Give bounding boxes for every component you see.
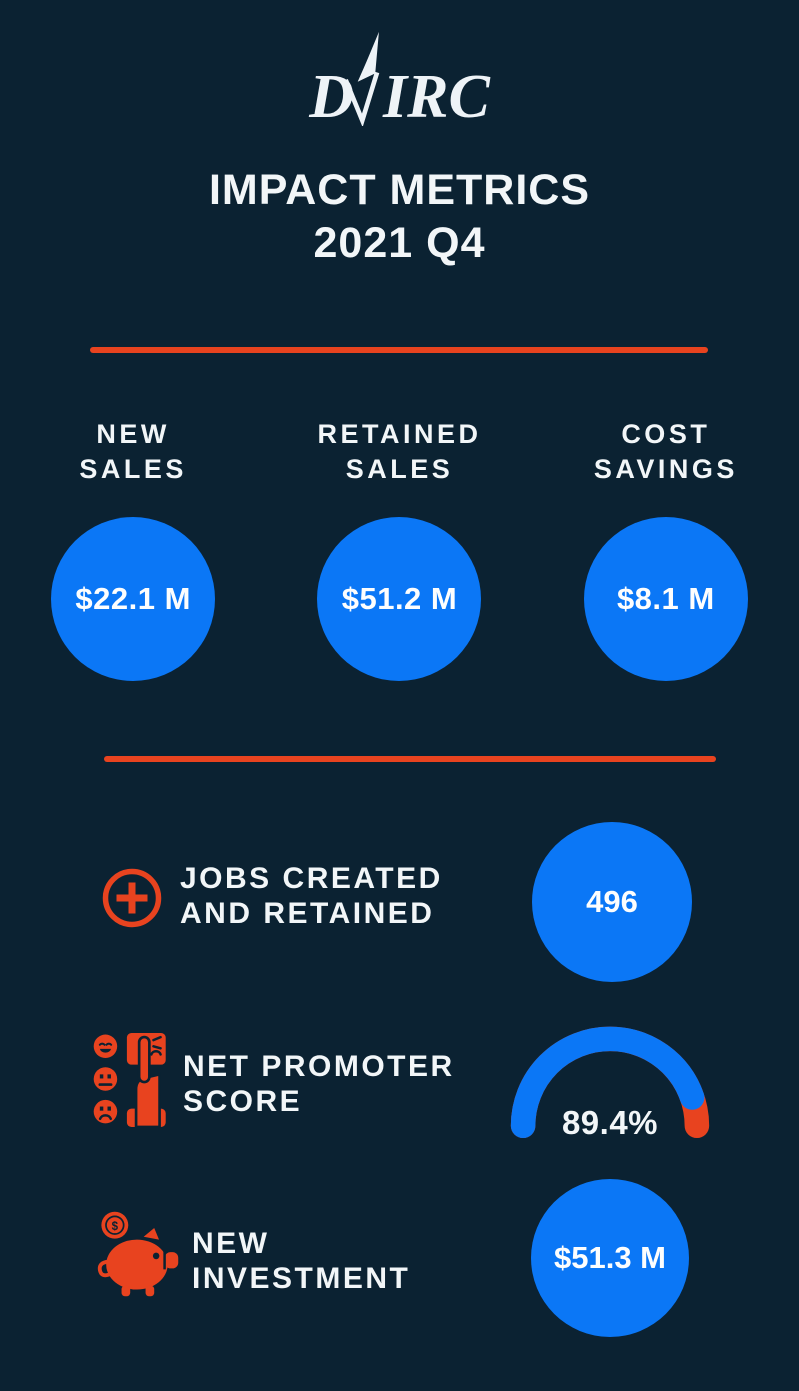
cost-savings-label: COST SAVINGS (533, 417, 799, 487)
nps-value: 89.4% (561, 1104, 659, 1141)
retained-sales-value: $51.2 M (341, 581, 458, 616)
logo-text-d: D (309, 62, 354, 131)
title-line2: 2021 Q4 (313, 219, 486, 267)
title-line1: IMPACT METRICS (208, 166, 591, 214)
cost-savings-value-circle: $8.1 M (583, 517, 748, 681)
jobs-value: 496 (586, 884, 638, 919)
investment-label-line2: INVESTMENT (192, 1262, 411, 1295)
cost-savings-value: $8.1 M (616, 581, 715, 616)
cost-savings-label-line1: COST (621, 419, 711, 449)
new-sales-value: $22.1 M (75, 581, 191, 616)
jobs-created-label: JOBS CREATED AND RETAINED (180, 861, 443, 931)
metric-cost-savings: COST SAVINGS $8.1 M (533, 417, 799, 681)
retained-sales-value-circle: $51.2 M (317, 517, 482, 681)
metric-new-sales: NEW SALES $22.1 M (0, 417, 266, 681)
logo-spike-icon (343, 31, 380, 126)
jobs-label-line2: AND RETAINED (180, 897, 435, 930)
plus-circle-icon (102, 868, 162, 928)
nps-label-line2: SCORE (183, 1085, 303, 1118)
divider-top (90, 347, 708, 353)
cost-savings-label-line2: SAVINGS (593, 454, 738, 484)
divider-middle (104, 756, 716, 762)
retained-sales-label-line2: SALES (345, 454, 454, 484)
dvirc-logo: D IRC (0, 31, 799, 131)
new-sales-label-line2: SALES (79, 454, 187, 484)
logo-text-irc: IRC (382, 62, 490, 131)
nps-label-line1: NET PROMOTER (183, 1050, 455, 1083)
investment-value: $51.3 M (553, 1240, 666, 1275)
nps-gauge-fill-arc (510, 1026, 710, 1139)
investment-value-circle: $51.3 M (531, 1179, 689, 1337)
sales-metrics-section: NEW SALES $22.1 M RETAINED SALES $51.2 M… (0, 417, 799, 681)
nps-label: NET PROMOTER SCORE (183, 1049, 455, 1119)
new-sales-value-circle: $22.1 M (51, 517, 216, 681)
piggy-bank-icon: $ (97, 1211, 179, 1297)
new-sales-label-line1: NEW (96, 419, 170, 449)
page-title: IMPACT METRICS 2021 Q4 (0, 164, 799, 270)
investment-label-line1: NEW (192, 1227, 270, 1260)
retained-sales-label: RETAINED SALES (266, 417, 532, 487)
svg-text:$: $ (112, 1221, 119, 1233)
jobs-label-line1: JOBS CREATED (180, 862, 443, 895)
new-investment-label: NEW INVESTMENT (192, 1226, 410, 1296)
retained-sales-label-line1: RETAINED (317, 419, 482, 449)
metric-retained-sales: RETAINED SALES $51.2 M (266, 417, 532, 681)
new-sales-label: NEW SALES (0, 417, 266, 487)
survey-rating-icon (93, 1033, 166, 1128)
nps-gauge-arc (510, 1026, 710, 1139)
nps-gauge: 89.4% (504, 1020, 716, 1142)
jobs-value-circle: 496 (532, 822, 692, 982)
